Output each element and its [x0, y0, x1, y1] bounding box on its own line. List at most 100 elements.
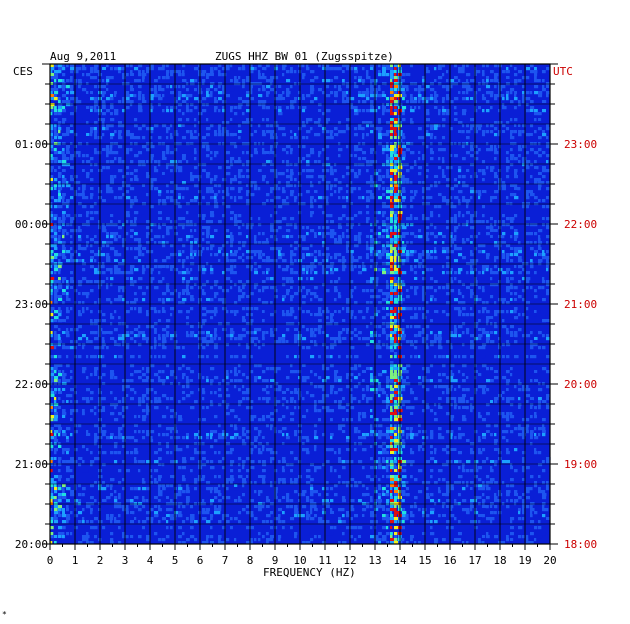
heatmap-cell	[330, 262, 335, 266]
heatmap-cell	[526, 103, 529, 107]
heatmap-cell	[494, 151, 499, 155]
heatmap-cell	[122, 67, 125, 71]
heatmap-cell	[70, 247, 73, 251]
heatmap-cell	[470, 97, 474, 101]
heatmap-cell	[350, 331, 354, 335]
heatmap-cell	[254, 151, 259, 155]
heatmap-cell	[338, 223, 342, 227]
heatmap-cell	[178, 166, 183, 170]
heatmap-cell	[390, 181, 394, 185]
heatmap-cell	[370, 124, 374, 128]
heatmap-cell	[506, 253, 510, 257]
heatmap-cell	[306, 160, 310, 164]
heatmap-cell	[242, 334, 246, 338]
heatmap-cell	[82, 277, 87, 281]
heatmap-cell	[74, 328, 79, 332]
heatmap-cell	[150, 325, 155, 329]
heatmap-cell	[86, 106, 90, 110]
heatmap-cell	[90, 310, 93, 314]
heatmap-cell	[222, 121, 225, 125]
heatmap-cell	[206, 175, 210, 179]
heatmap-cell	[402, 196, 406, 200]
heatmap-cell	[378, 268, 382, 272]
heatmap-cell	[522, 94, 525, 98]
heatmap-cell	[310, 271, 313, 275]
heatmap-cell	[198, 121, 201, 125]
heatmap-cell	[378, 235, 382, 239]
heatmap-cell	[202, 322, 206, 326]
heatmap-cell	[266, 301, 269, 305]
heatmap-cell	[62, 220, 66, 224]
heatmap-cell	[82, 268, 86, 272]
heatmap-cell	[474, 109, 478, 113]
heatmap-cell	[398, 262, 401, 266]
heatmap-cell	[314, 148, 319, 152]
heatmap-cell	[182, 277, 186, 281]
heatmap-cell	[386, 148, 391, 152]
heatmap-cell	[354, 127, 358, 131]
heatmap-cell	[414, 220, 418, 224]
heatmap-cell	[218, 247, 223, 251]
heatmap-cell	[50, 97, 55, 101]
heatmap-cell	[386, 298, 389, 302]
heatmap-cell	[386, 73, 390, 77]
heatmap-cell	[338, 97, 342, 101]
heatmap-cell	[494, 283, 499, 287]
heatmap-cell	[66, 127, 70, 131]
heatmap-cell	[322, 259, 325, 263]
heatmap-cell	[358, 94, 363, 98]
heatmap-cell	[394, 289, 397, 293]
heatmap-cell	[178, 73, 182, 77]
heatmap-cell	[386, 226, 391, 230]
heatmap-cell	[526, 109, 531, 113]
heatmap-cell	[202, 238, 205, 242]
station-title: ZUGS HHZ BW 01 (Zugsspitze)	[215, 50, 394, 63]
heatmap-cell	[122, 289, 125, 293]
heatmap-cell	[194, 253, 197, 257]
heatmap-cell	[506, 175, 510, 179]
heatmap-cell	[58, 130, 61, 134]
heatmap-cell	[150, 238, 154, 242]
heatmap-cell	[442, 79, 446, 83]
heatmap-cell	[402, 88, 405, 92]
heatmap-cell	[466, 64, 469, 68]
heatmap-cell	[198, 301, 201, 305]
heatmap-cell	[162, 313, 165, 317]
heatmap-cell	[258, 142, 261, 146]
heatmap-cell	[50, 196, 54, 200]
heatmap-cell	[202, 196, 205, 200]
heatmap-cell	[346, 184, 349, 188]
heatmap-cell	[382, 316, 386, 320]
heatmap-cell	[50, 313, 54, 317]
heatmap-cell	[294, 316, 298, 320]
heatmap-cell	[454, 325, 457, 329]
heatmap-cell	[450, 265, 455, 269]
heatmap-cell	[210, 76, 214, 80]
heatmap-cell	[470, 127, 473, 131]
heatmap-cell	[266, 154, 269, 158]
heatmap-cell	[118, 316, 121, 320]
heatmap-cell	[294, 172, 297, 176]
heatmap-cell	[394, 127, 397, 131]
heatmap-cell	[518, 154, 521, 158]
heatmap-cell	[286, 106, 289, 110]
heatmap-cell	[238, 220, 242, 224]
heatmap-cell	[310, 190, 313, 194]
heatmap-cell	[150, 136, 153, 140]
heatmap-cell	[282, 337, 286, 341]
heatmap-cell	[502, 235, 505, 239]
heatmap-cell	[346, 118, 351, 122]
heatmap-cell	[54, 334, 59, 338]
heatmap-cell	[446, 70, 449, 74]
heatmap-cell	[94, 331, 98, 335]
heatmap-cell	[330, 202, 333, 206]
heatmap-cell	[362, 85, 365, 89]
heatmap-cell	[94, 142, 97, 146]
heatmap-cell	[358, 100, 361, 104]
heatmap-cell	[526, 232, 531, 236]
heatmap-cell	[458, 301, 463, 305]
heatmap-cell	[498, 100, 501, 104]
heatmap-cell	[110, 313, 113, 317]
heatmap-cell	[494, 181, 497, 185]
heatmap-cell	[346, 286, 350, 290]
